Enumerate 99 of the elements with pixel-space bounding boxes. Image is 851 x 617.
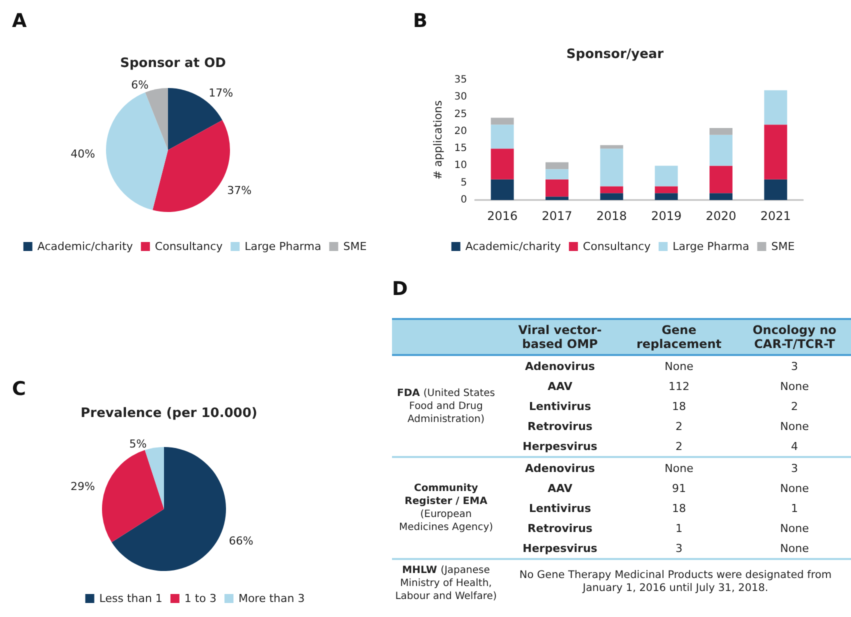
text: 4 [791,440,798,452]
bar [546,169,568,180]
y-tick-label: 15 [454,143,467,154]
data-label: 37% [227,184,252,197]
text: 2 [791,400,798,412]
text: None [780,420,809,432]
category-label: Adenovirus [525,360,595,372]
text: 18 [672,502,686,514]
category-label: AAV [548,380,572,392]
text: Viral vector-based OMP [500,319,620,355]
x-tick-label: 2019 [651,209,682,223]
text: No Gene Therapy Medicinal Products were designated from January 1, 2016 until July 31, 2018. [500,559,851,603]
bar [490,124,514,149]
bar [546,179,568,197]
y-tick-label: 5 [460,177,467,188]
y-tick-label: 30 [454,92,467,103]
bar [600,193,624,200]
x-tick-label: 2020 [706,209,736,223]
text: B [413,10,428,32]
y-tick-label: 0 [460,194,467,206]
text: None [780,542,809,554]
text: None [780,482,809,494]
text: None [664,462,694,474]
legend-label: Consultancy [582,240,652,253]
y-tick-label: 20 [454,126,467,137]
bar [764,179,788,200]
x-tick-label: 2017 [542,209,572,223]
bar [654,166,678,186]
category-label: Herpesvirus [522,542,598,554]
category-label: Retrovirus [528,522,592,534]
category-label: Retrovirus [528,420,592,432]
bar [546,196,568,200]
text: 1 [791,502,798,514]
text: D [392,278,408,300]
bar [654,193,678,200]
category-label: Oncology no CAR-T/TCR-T [738,319,851,355]
x-tick-label: 2016 [487,209,518,223]
category-label: Lentivirus [528,400,592,412]
bar [764,124,788,180]
text: MHLW (Japanese Ministry of Health, Labour and Welfare) [392,559,500,603]
category-label: Herpesvirus [522,440,598,452]
legend-label: Academic/charity [465,240,562,253]
legend-label: Large Pharma [672,240,750,253]
data-label: 6% [131,78,149,92]
text: Community Register / EMA (European Medicines Agency) [392,457,500,559]
text: FDA (United States Food and Drug Administration) [396,386,496,426]
text: 3 [791,360,798,372]
legend-label: More than 3 [238,592,305,605]
text: 91 [672,482,686,494]
chart-title: Sponsor/year [566,47,664,62]
text: C [12,378,26,400]
text: 18 [672,400,686,412]
bar [490,118,514,125]
text: A [12,10,27,32]
legend-label: SME [343,240,367,253]
x-tick-label: 2021 [760,209,791,223]
bar [490,148,514,180]
legend-label: Less than 1 [99,592,162,605]
bar [600,148,624,186]
data-label: 40% [70,148,96,161]
legend-label: SME [771,240,795,253]
bar [710,128,732,135]
text: None [780,380,809,392]
chart-title: Sponsor at OD [120,56,226,71]
data-label: 5% [129,437,147,450]
bar [546,162,568,170]
bar [764,90,788,125]
x-tick-label: 2018 [596,209,627,223]
text: None [780,522,809,534]
bar [600,186,624,194]
bar [710,193,732,200]
text: None [664,360,694,372]
legend-label: 1 to 3 [184,592,216,605]
text: 3 [791,462,798,474]
legend-label: Consultancy [154,240,224,253]
text: 1 [676,522,682,534]
chart-title: Prevalence (per 10.000) [80,406,258,421]
bar [490,179,514,200]
legend-label: Academic/charity [37,240,134,253]
data-label: 17% [208,86,234,100]
bar [710,134,732,166]
category-label: Lentivirus [528,502,592,514]
text: 3 [676,542,682,554]
bar [710,166,732,194]
legend-label: Large Pharma [244,240,322,253]
bar [600,145,624,149]
data-label: 29% [70,480,95,494]
y-axis-title: # applications [431,100,444,180]
bar [654,186,678,194]
category-label: Gene replacement [620,319,738,355]
text: 2 [676,420,682,432]
y-tick-label: 35 [454,74,467,86]
y-tick-label: 25 [454,108,467,120]
category-label: Adenovirus [525,462,595,474]
text: 2 [676,440,682,452]
y-tick-label: 10 [454,160,467,172]
text: 112 [668,380,690,392]
data-label: 66% [228,534,254,548]
category-label: AAV [548,482,572,494]
